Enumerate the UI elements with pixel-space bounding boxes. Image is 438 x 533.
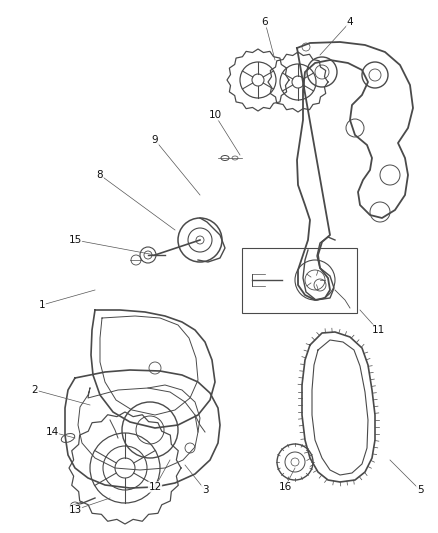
Text: 10: 10 <box>208 110 222 120</box>
Text: 11: 11 <box>371 325 385 335</box>
Text: 16: 16 <box>279 482 292 492</box>
Text: 3: 3 <box>201 485 208 495</box>
Text: 6: 6 <box>261 17 268 27</box>
Text: 2: 2 <box>32 385 38 395</box>
Bar <box>242 248 357 313</box>
Text: 5: 5 <box>417 485 423 495</box>
Text: 4: 4 <box>347 17 353 27</box>
Text: 9: 9 <box>152 135 158 145</box>
Text: 15: 15 <box>68 235 81 245</box>
Text: 12: 12 <box>148 482 162 492</box>
Text: 13: 13 <box>68 505 81 515</box>
Text: 8: 8 <box>97 170 103 180</box>
Text: 1: 1 <box>39 300 45 310</box>
Text: 14: 14 <box>46 427 59 437</box>
